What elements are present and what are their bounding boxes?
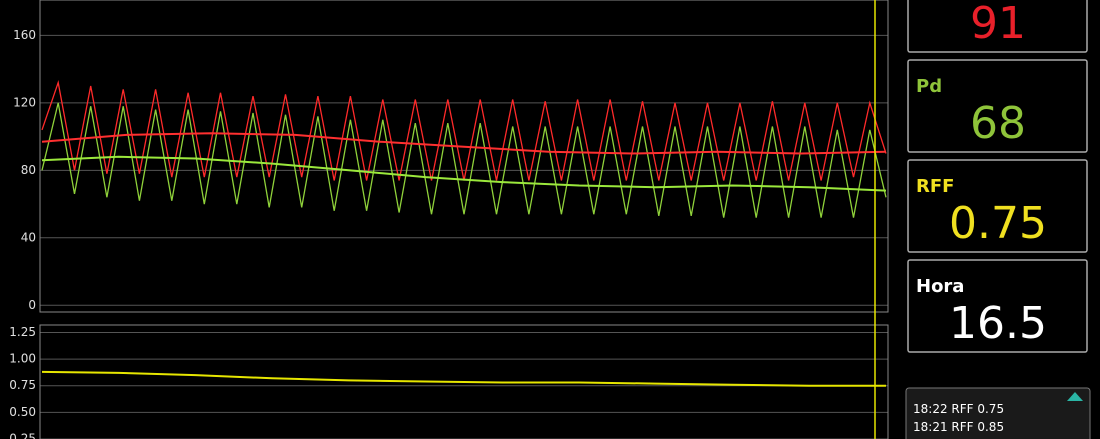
readout-value: 91 xyxy=(970,0,1026,49)
readout-value: 16.5 xyxy=(949,298,1047,349)
readout-box xyxy=(907,59,1088,153)
y-tick-label: 1.00 xyxy=(9,352,36,366)
readout-box xyxy=(907,0,1088,53)
y-tick-label: 40 xyxy=(21,230,36,244)
readout-box xyxy=(907,259,1088,353)
y-tick-label: 0.50 xyxy=(9,405,36,419)
y-tick-label: 0 xyxy=(28,298,36,312)
plot-frame xyxy=(39,324,889,439)
trace xyxy=(41,370,886,387)
event-entry: 18:22 RFF 0.75 xyxy=(913,402,1004,416)
trace xyxy=(41,132,887,155)
y-tick-label: 1.25 xyxy=(9,325,36,339)
y-tick-label: 0.25 xyxy=(9,432,36,439)
y-tick-label: 80 xyxy=(21,163,36,177)
readout-label: RFF xyxy=(916,176,954,197)
y-tick-label: 160 xyxy=(13,28,36,42)
event-list xyxy=(905,387,1091,439)
readout-box xyxy=(907,159,1088,253)
scroll-up-button[interactable] xyxy=(1067,392,1083,401)
plot-frame xyxy=(39,0,889,313)
readout-value: 0.75 xyxy=(949,198,1047,249)
trace xyxy=(41,102,887,218)
trace xyxy=(41,155,887,192)
y-tick-label: 120 xyxy=(13,95,36,109)
y-tick-label: 0.75 xyxy=(9,378,36,392)
readout-label: Pd xyxy=(916,76,942,97)
readout-value: 68 xyxy=(970,98,1026,149)
readout-label: Hora xyxy=(916,276,964,297)
event-entry: 18:21 RFF 0.85 xyxy=(913,420,1004,434)
